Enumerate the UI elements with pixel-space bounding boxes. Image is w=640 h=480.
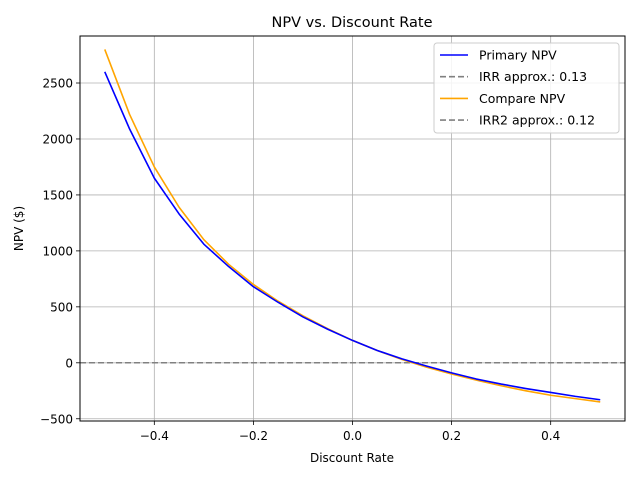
y-axis-ticks: −500 0 500 1000 1500 2000 2500 <box>40 77 80 426</box>
y-tick-label: 1500 <box>42 188 73 202</box>
legend-label: Compare NPV <box>479 91 566 106</box>
x-tick-label: 0.4 <box>541 429 560 443</box>
x-tick-label: −0.4 <box>140 429 169 443</box>
y-tick-label: −500 <box>40 412 73 426</box>
x-axis-ticks: −0.4 −0.2 0.0 0.2 0.4 <box>140 421 560 443</box>
x-axis-label: Discount Rate <box>310 451 394 465</box>
y-tick-label: 2500 <box>42 77 73 91</box>
y-tick-label: 2000 <box>42 132 73 146</box>
y-axis-label: NPV ($) <box>12 206 26 251</box>
legend-label: IRR2 approx.: 0.12 <box>479 113 595 128</box>
x-tick-label: 0.2 <box>442 429 461 443</box>
series-group <box>104 49 601 403</box>
legend-label: Primary NPV <box>479 48 557 63</box>
x-tick-label: −0.2 <box>239 429 268 443</box>
legend: Primary NPV IRR approx.: 0.13 Compare NPV I… <box>433 42 620 134</box>
grid <box>80 36 625 421</box>
legend-box <box>433 42 620 134</box>
y-tick-label: 500 <box>50 300 73 314</box>
x-tick-label: 0.0 <box>343 429 362 443</box>
y-tick-label: 0 <box>65 356 73 370</box>
series-line-0 <box>104 71 601 401</box>
legend-label: IRR approx.: 0.13 <box>479 69 587 84</box>
y-tick-label: 1000 <box>42 244 73 258</box>
chart-title: NPV vs. Discount Rate <box>272 15 433 31</box>
